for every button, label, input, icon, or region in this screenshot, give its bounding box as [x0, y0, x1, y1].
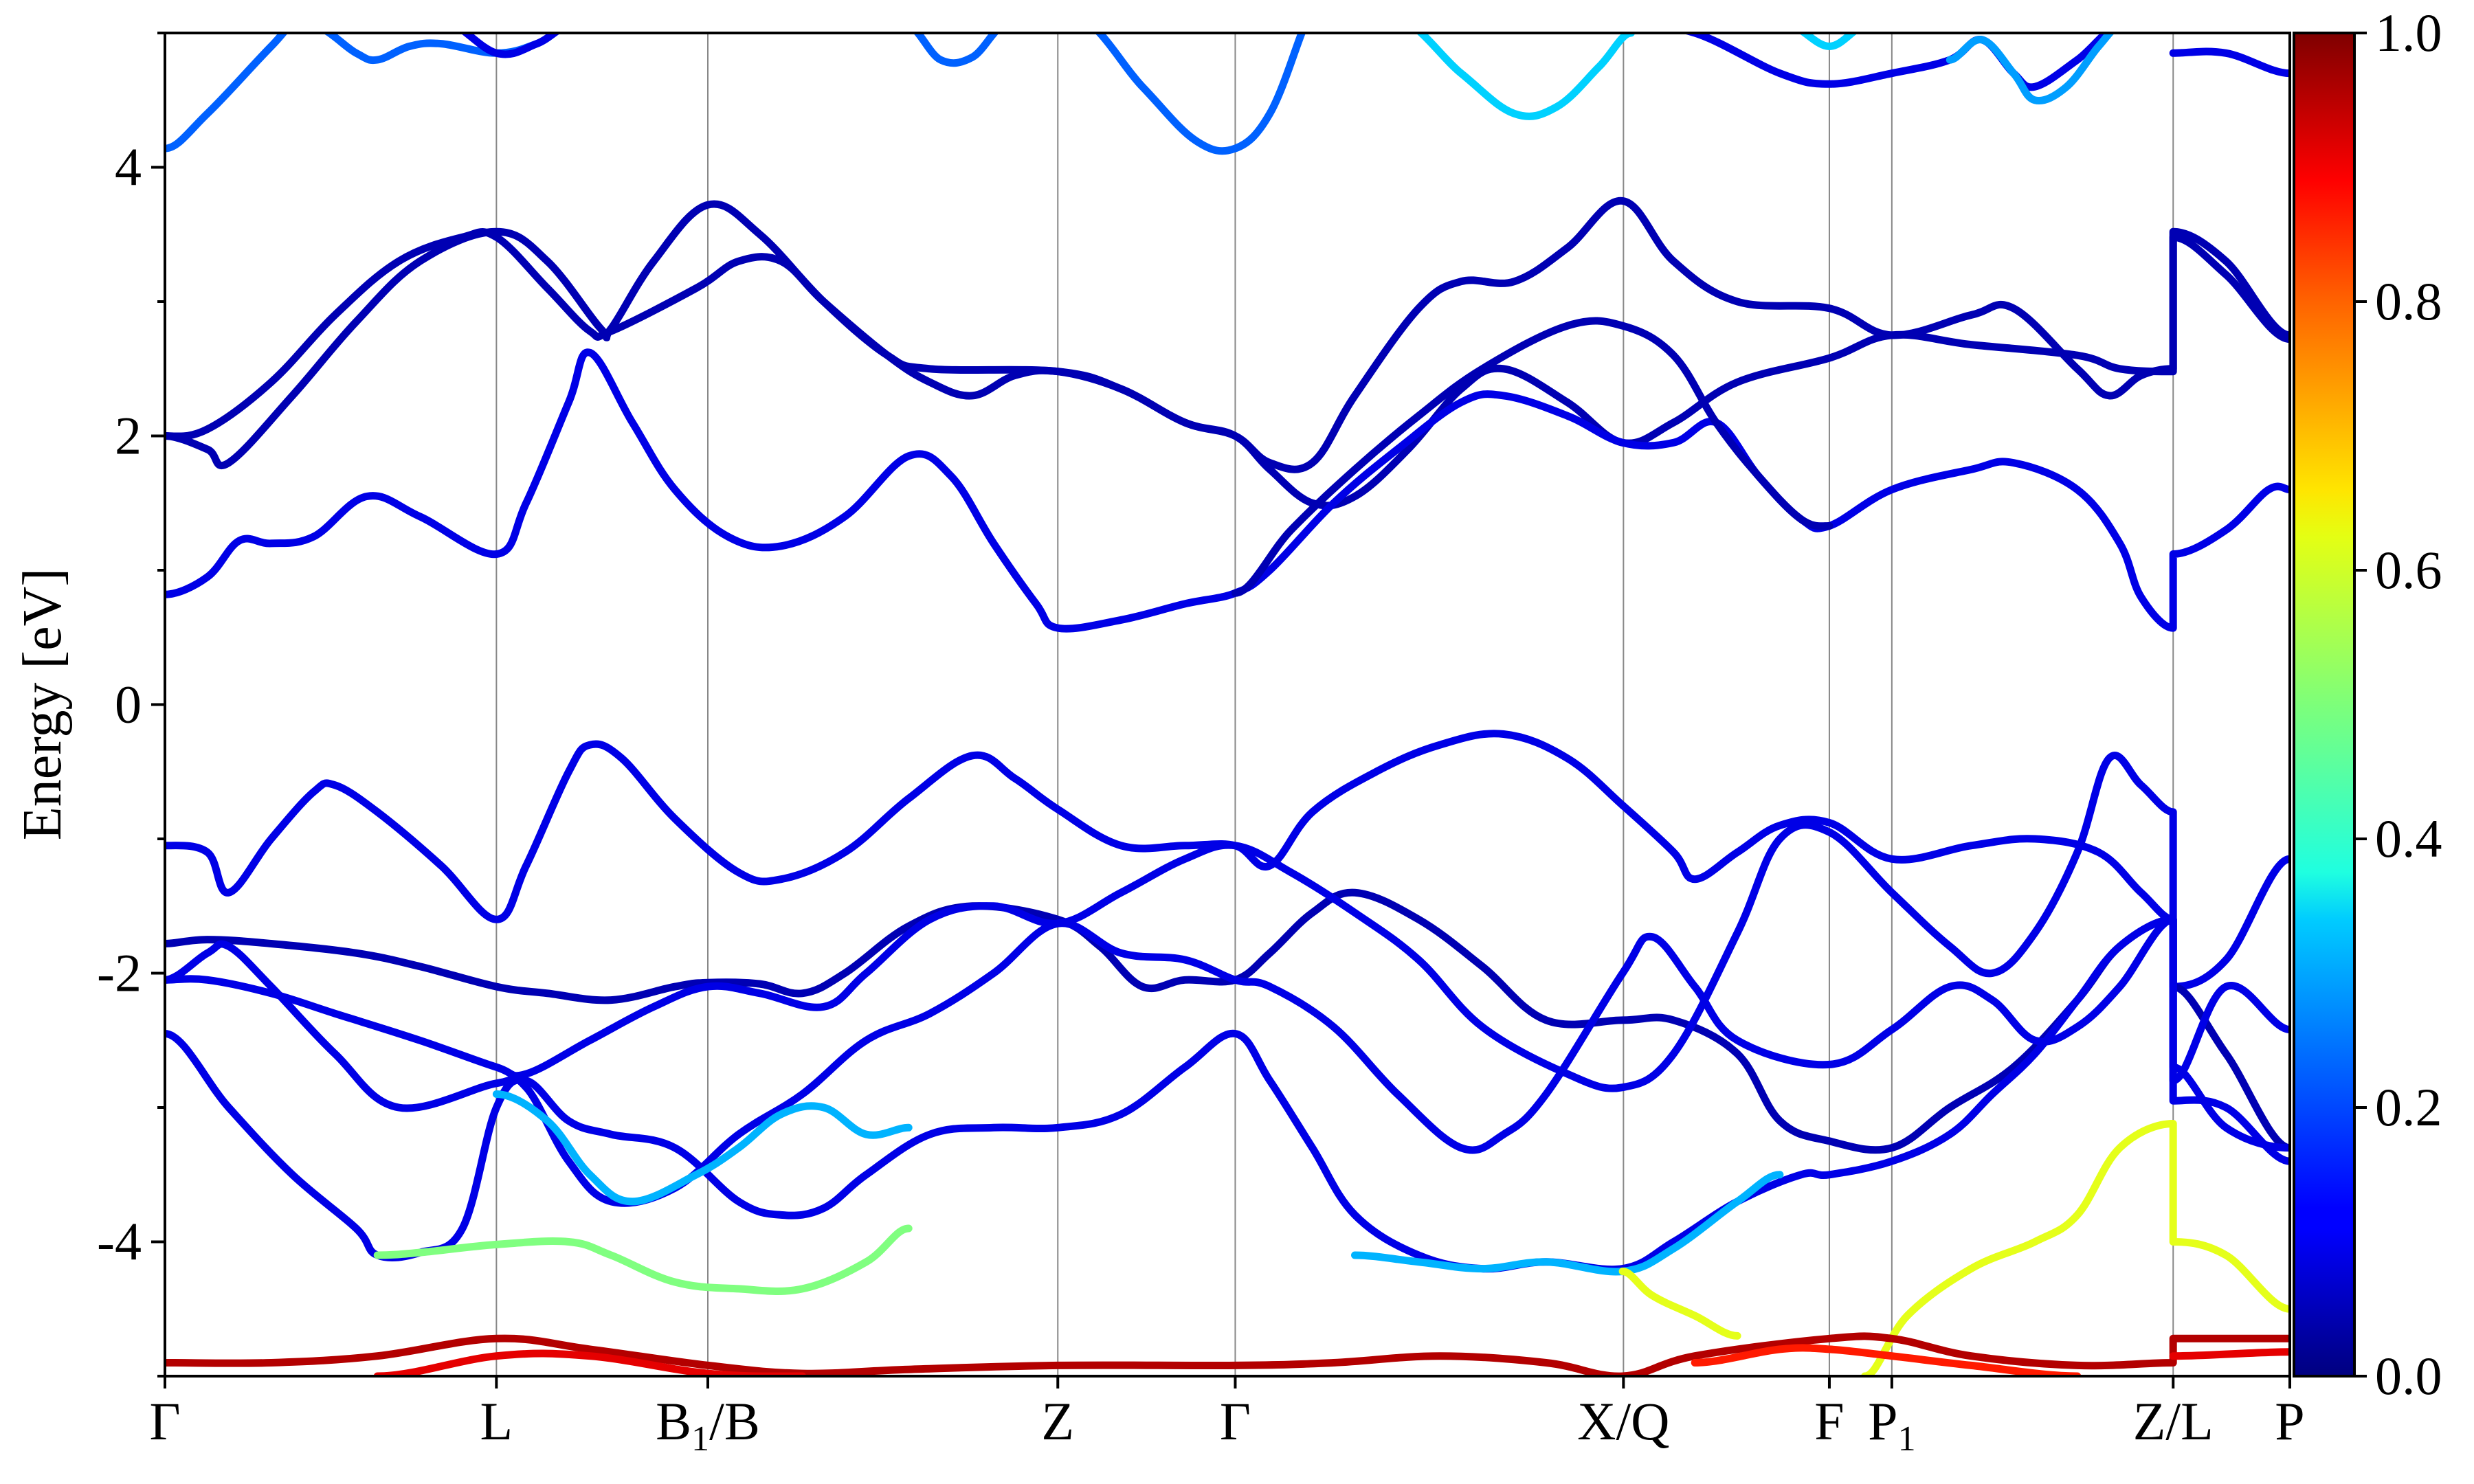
- x-tick-label: F: [1814, 1391, 1844, 1451]
- y-tick-label: 4: [115, 137, 142, 197]
- band-line: [165, 888, 2290, 1154]
- colorbar-tick-label: 0.0: [2375, 1346, 2442, 1406]
- band-line: [1618, 1268, 1741, 1340]
- y-axis-ticks: -4 -2 0 2 4: [97, 32, 165, 1378]
- colorbar-tick-label: 0.8: [2375, 271, 2442, 331]
- band-line: [373, 1224, 913, 1295]
- band-line: [460, 33, 561, 58]
- band-line: [1798, 33, 1859, 50]
- band-line: [492, 1090, 913, 1206]
- colorbar-tick-label: 0.4: [2375, 809, 2442, 868]
- colorbar: [2293, 32, 2356, 1378]
- band-line: [2169, 47, 2290, 78]
- colorbar-tick-label: 0.6: [2375, 540, 2442, 600]
- band-line: [1691, 1344, 2082, 1376]
- y-tick-label: 0: [115, 675, 142, 734]
- band-line: [1680, 33, 2113, 91]
- band-line: [1231, 317, 1834, 597]
- band-line: [165, 348, 2290, 633]
- x-tick-label: Z/L: [2133, 1391, 2214, 1451]
- band-line: [165, 752, 2290, 1152]
- colorbar-ticks: 0.0 0.2 0.4 0.6 0.8 1.0: [2354, 3, 2442, 1406]
- band-line: [1415, 33, 1635, 120]
- band-line: [1946, 33, 2115, 105]
- y-axis-title: Energy [eV]: [12, 568, 73, 840]
- band-line: [913, 33, 1000, 67]
- band-line: [1094, 33, 1306, 155]
- y-tick-label: 2: [115, 406, 142, 466]
- x-tick-label: Γ: [1220, 1391, 1251, 1451]
- band-lines: [165, 33, 2290, 1376]
- x-tick-label: P: [2275, 1391, 2304, 1451]
- y-tick-label: -4: [97, 1212, 142, 1272]
- band-line: [165, 1332, 2290, 1376]
- x-tick-label: Z: [1041, 1391, 1074, 1451]
- colorbar-tick-label: 1.0: [2375, 3, 2442, 63]
- band-line: [1351, 1171, 1784, 1276]
- x-tick-label: L: [480, 1391, 513, 1451]
- band-line: [1861, 1120, 2290, 1376]
- band-line: [165, 730, 2290, 991]
- band-line: [2169, 1348, 2290, 1360]
- high-symmetry-gridlines: [495, 33, 2174, 1376]
- y-tick-label: -2: [97, 943, 142, 1003]
- x-tick-label: Γ: [149, 1391, 180, 1451]
- x-tick-label: X/Q: [1577, 1391, 1669, 1451]
- band-line: [165, 33, 289, 153]
- band-line: [165, 915, 2290, 1274]
- band-line: [165, 196, 2290, 473]
- colorbar-tick-label: 0.2: [2375, 1077, 2442, 1137]
